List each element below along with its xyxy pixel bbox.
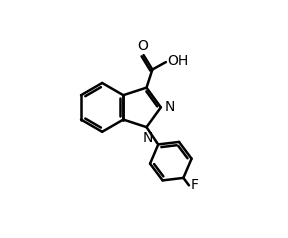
Text: N: N	[143, 131, 153, 145]
Text: OH: OH	[168, 54, 189, 68]
Text: O: O	[137, 39, 148, 53]
Text: F: F	[191, 178, 198, 192]
Text: N: N	[165, 100, 175, 114]
